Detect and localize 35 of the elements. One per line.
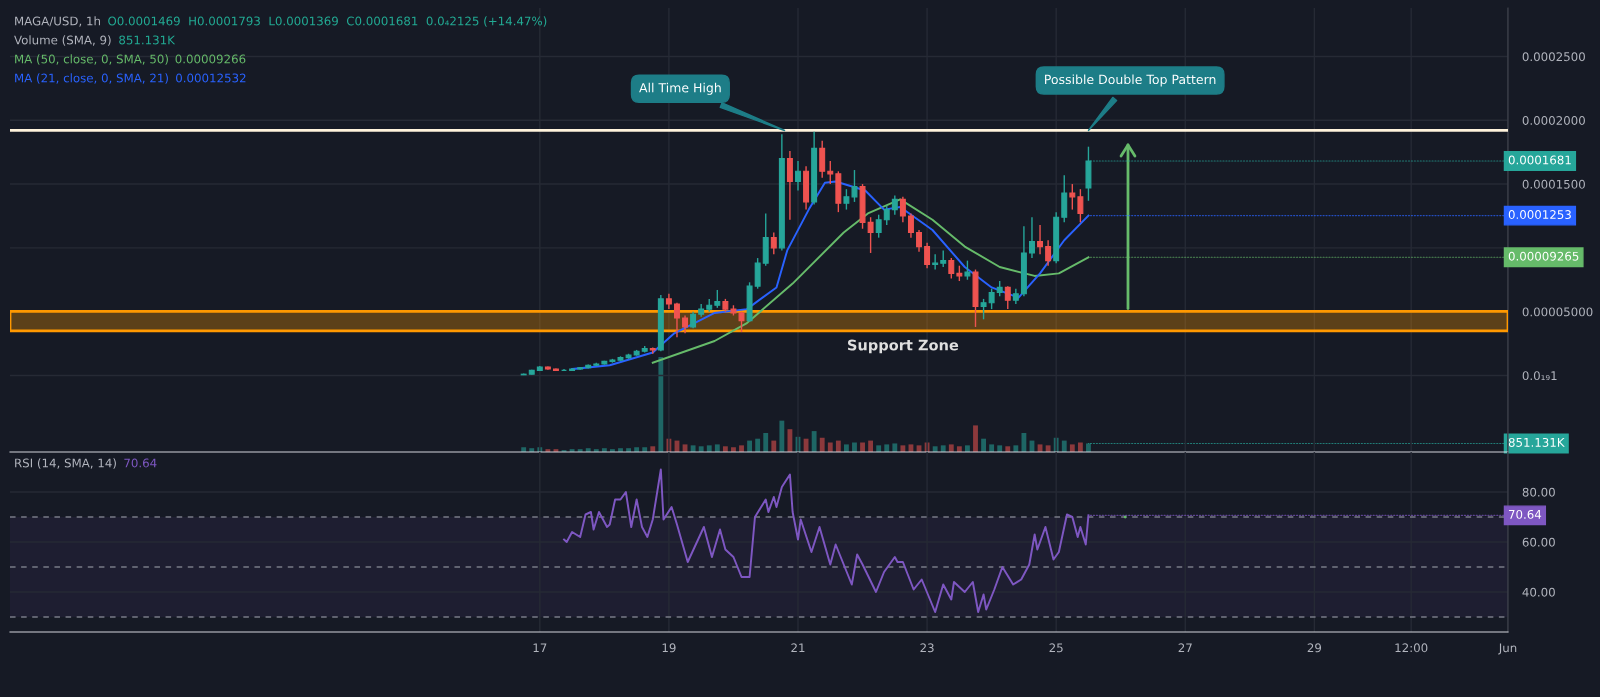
text: O0.0001469 H0.0001793 L0.0001369 C0.0001681 0.0₄2125 (+14.47%) xyxy=(108,16,547,27)
x-tick-label: 27 xyxy=(1178,643,1192,653)
y-tick-label: 60.00 xyxy=(1522,537,1555,547)
annotation: 851.131K xyxy=(1508,437,1565,447)
x-tick-label: 19 xyxy=(662,643,676,653)
x-tick-label: 12:00 xyxy=(1395,643,1428,653)
x-tick-label: 23 xyxy=(920,643,934,653)
annotation: Possible Double Top Pattern xyxy=(1045,74,1216,87)
y-tick-label: 0.0002000 xyxy=(1522,116,1585,125)
x-tick-label: Jun xyxy=(1498,643,1517,655)
y-tick-label: 80.00 xyxy=(1522,487,1555,497)
y-tick-label: 40.00 xyxy=(1522,587,1555,597)
annotation: 0.0001681 xyxy=(1508,155,1571,165)
annotation: 851.131K xyxy=(119,35,176,45)
x-tick-label: 17 xyxy=(533,643,547,653)
annotation: 0.00012532 xyxy=(176,73,246,83)
x-tick-label: 25 xyxy=(1049,643,1063,653)
annotation: 0.00009265 xyxy=(1508,251,1579,261)
text: MA (50, close, 0, SMA, 50) xyxy=(15,54,168,65)
annotation: 70.64 xyxy=(1508,509,1542,519)
y-tick-label: 0.00005000 xyxy=(1522,307,1593,317)
chart-title: RSI (14, SMA, 14) xyxy=(15,458,116,469)
annotation: 70.64 xyxy=(124,458,157,468)
text: MAGA/USD, 1h xyxy=(15,16,100,27)
y-tick-label: 0.0₁₉1 xyxy=(1522,371,1557,381)
x-tick-label: 29 xyxy=(1307,643,1322,653)
y-tick-label: 0.0001500 xyxy=(1522,179,1585,189)
annotation: 0.00009266 xyxy=(175,54,246,64)
text: MA (21, close, 0, SMA, 21) xyxy=(15,73,168,84)
annotation: All Time High xyxy=(639,82,721,95)
chart-title: Volume (SMA, 9) xyxy=(14,35,111,46)
y-tick-label: 0.0002500 xyxy=(1522,52,1585,62)
x-tick-label: 21 xyxy=(791,643,805,653)
band-label: Support Zone xyxy=(847,339,959,354)
annotation: 0.0001253 xyxy=(1508,210,1571,220)
